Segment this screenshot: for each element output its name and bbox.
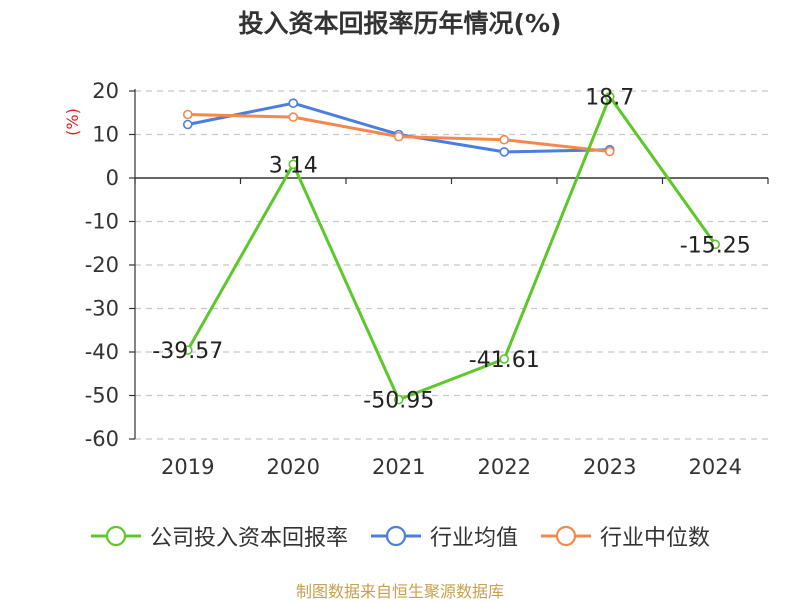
data-point [288, 112, 299, 122]
y-tick-label: -40 [85, 340, 119, 364]
data-point [182, 119, 193, 130]
x-tick-label: 2020 [267, 455, 320, 479]
legend-label: 行业中位数 [600, 526, 711, 551]
y-tick-label: -60 [85, 427, 119, 451]
data-point [604, 91, 615, 102]
legend-marker [105, 525, 127, 547]
legend: 公司投入资本回报率 行业均值 行业中位数 [0, 520, 800, 552]
legend-marker [385, 525, 407, 547]
legend-label: 行业均值 [429, 526, 518, 551]
x-tick-label: 2019 [161, 455, 214, 479]
data-point [182, 345, 193, 355]
data-point [393, 131, 404, 142]
x-tick-label: 2023 [583, 455, 636, 479]
data-point [499, 134, 510, 145]
legend-swatch-icon [90, 525, 141, 547]
data-point [393, 394, 404, 405]
data-point [288, 159, 299, 170]
x-tick-label: 2022 [478, 455, 531, 479]
y-tick-label: 0 [106, 166, 119, 190]
data-point [288, 98, 299, 108]
legend-item[interactable]: 行业中位数 [540, 520, 710, 552]
y-tick-label: -30 [85, 297, 119, 321]
x-tick-label: 2021 [372, 455, 425, 479]
data-point [182, 109, 193, 120]
data-label: 18.7 [585, 86, 634, 111]
data-point [710, 239, 721, 250]
data-label: -39.57 [152, 339, 223, 364]
data-label: -41.61 [469, 348, 540, 373]
data-label: -50.95 [363, 389, 434, 414]
legend-marker [555, 525, 577, 547]
data-point [499, 147, 510, 157]
y-tick-label: 10 [92, 123, 119, 147]
series-lines [182, 91, 721, 405]
y-tick-label: -50 [85, 384, 119, 408]
legend-item[interactable]: 公司投入资本回报率 [90, 520, 348, 552]
data-labels: -39.57 3.14 -50.95 -41.61 18.7 -15.25 [152, 86, 750, 414]
x-tick-label: 2024 [689, 455, 742, 479]
y-tick-label: -10 [85, 210, 119, 234]
axes: 20 10 0 -10 -20 -30 -40 -50 -60 2019 2020 2021 2022 2… [85, 79, 769, 479]
data-label: 3.14 [269, 153, 318, 178]
chart-title: 投入资本回报率历年情况(%) [238, 9, 562, 38]
legend-item[interactable]: 行业均值 [370, 520, 518, 552]
y-tick-label: -20 [85, 253, 119, 277]
source-note: 制图数据来自恒生聚源数据库 [295, 582, 504, 601]
legend-label: 公司投入资本回报率 [149, 526, 348, 551]
data-point [499, 354, 510, 364]
legend-swatch-icon [370, 525, 421, 547]
data-point [604, 146, 615, 157]
y-tick-label: 20 [92, 79, 119, 103]
series-line [186, 95, 717, 402]
legend-swatch-icon [541, 525, 591, 547]
data-label: -15.25 [680, 233, 751, 258]
